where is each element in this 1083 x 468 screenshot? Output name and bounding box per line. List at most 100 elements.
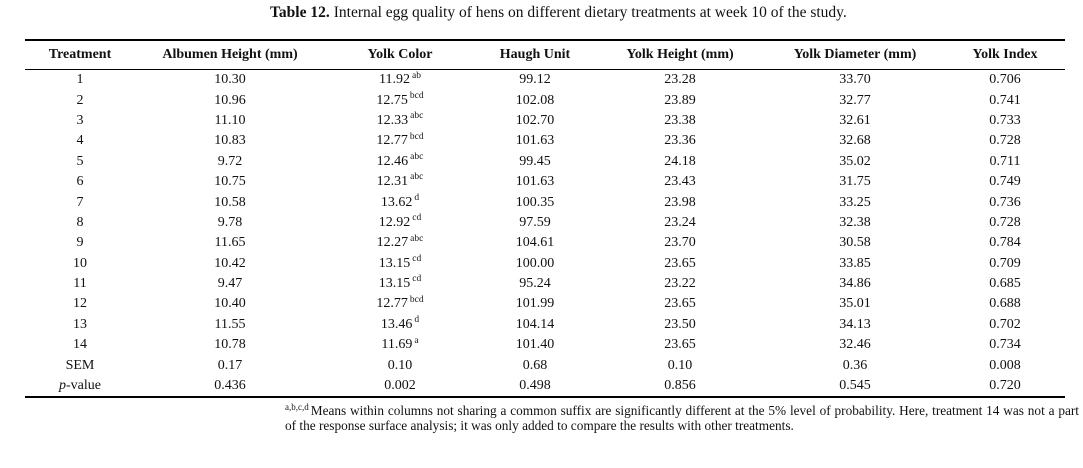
- cell-yolk-diameter: 35.02: [839, 153, 871, 169]
- column-header-albumen-height: Albumen Height (mm): [135, 40, 325, 70]
- cell-yolk-color: 11.92 ab: [379, 70, 421, 88]
- cell-albumen-height: 11.10: [214, 112, 246, 128]
- table-row: 2 10.96 12.75 bcd 102.08 23.89 32.77 0.741: [25, 90, 1065, 110]
- cell-yolk-height: 23.65: [664, 296, 696, 312]
- table-row: 7 10.58 13.62 d 100.35 23.98 33.25 0.736: [25, 192, 1065, 212]
- table-caption-text: Internal egg quality of hens on differen…: [333, 4, 847, 21]
- table-row: 4 10.83 12.77 bcd 101.63 23.36 32.68 0.728: [25, 131, 1065, 151]
- column-header-yolk-diameter: Yolk Diameter (mm): [765, 40, 945, 70]
- table-row: 8 9.78 12.92 cd 97.59 23.24 32.38 0.728: [25, 213, 1065, 233]
- cell-yolk-index: 0.749: [989, 174, 1021, 190]
- cell-albumen-height: 10.75: [214, 174, 246, 190]
- cell-yolk-height: 23.24: [664, 214, 696, 230]
- cell-yolk-color: 13.15 cd: [378, 254, 422, 271]
- cell-yolk-diameter: 31.75: [839, 174, 871, 190]
- table-row: 5 9.72 12.46 abc 99.45 24.18 35.02 0.711: [25, 152, 1065, 172]
- column-header-haugh-unit: Haugh Unit: [475, 40, 595, 70]
- cell-albumen-height: 10.30: [214, 72, 246, 88]
- table-caption: Table 12. Internal egg quality of hens on…: [270, 3, 847, 22]
- cell-yolk-index: 0.741: [989, 92, 1021, 108]
- cell-yolk-color: 13.15 cd: [378, 274, 422, 292]
- cell-albumen-height: 10.40: [214, 296, 246, 312]
- cell-yolk-color: 12.27 abc: [376, 233, 424, 251]
- cell-haugh-unit: 102.08: [515, 92, 555, 108]
- significance-superscript: bcd: [409, 90, 424, 101]
- significance-superscript: d: [414, 192, 420, 203]
- significance-superscript: bcd: [409, 131, 424, 142]
- cell-haugh-unit: 99.12: [519, 72, 551, 88]
- table-row: 14 10.78 11.69 a 101.40 23.65 32.46 0.734: [25, 335, 1065, 355]
- cell-albumen-height: 11.55: [214, 316, 246, 332]
- cell-haugh-unit: 97.59: [519, 214, 551, 230]
- significance-superscript: abc: [410, 233, 424, 244]
- cell-albumen-height: 10.42: [214, 255, 246, 271]
- table-footnote: a,b,c,d Means within columns not sharing …: [285, 402, 1079, 434]
- cell-yolk-height: 0.856: [664, 378, 696, 394]
- cell-yolk-index: 0.688: [989, 296, 1021, 312]
- cell-yolk-diameter: 32.46: [839, 337, 871, 353]
- cell-haugh-unit: 0.68: [522, 357, 548, 373]
- cell-yolk-color: 13.46 d: [380, 315, 420, 332]
- significance-superscript: a: [414, 335, 419, 346]
- cell-yolk-index: 0.702: [989, 316, 1021, 332]
- cell-treatment: 8: [76, 214, 84, 230]
- cell-yolk-color: 12.77 bcd: [376, 131, 424, 149]
- cell-yolk-index: 0.728: [989, 133, 1021, 149]
- cell-treatment: 13: [73, 316, 87, 332]
- cell-yolk-diameter: 35.01: [839, 296, 871, 312]
- table-row: 3 11.10 12.33 abc 102.70 23.38 32.61 0.733: [25, 111, 1065, 131]
- cell-haugh-unit: 95.24: [519, 276, 551, 292]
- cell-yolk-color: 12.46 abc: [376, 152, 424, 169]
- cell-haugh-unit: 0.498: [519, 378, 551, 394]
- cell-yolk-height: 23.36: [664, 133, 696, 149]
- footnote-text: Means within columns not sharing a commo…: [285, 403, 1079, 434]
- cell-albumen-height: 0.17: [217, 357, 243, 373]
- cell-treatment: 14: [73, 337, 87, 353]
- header-row: Treatment Albumen Height (mm) Yolk Color…: [25, 40, 1065, 70]
- significance-superscript: cd: [412, 274, 422, 285]
- cell-yolk-color: 12.33 abc: [376, 111, 424, 128]
- cell-treatment: 1: [76, 72, 84, 88]
- cell-yolk-height: 23.89: [664, 92, 696, 108]
- cell-treatment: 6: [76, 174, 84, 190]
- cell-treatment: 10: [73, 255, 87, 271]
- cell-yolk-index: 0.711: [989, 153, 1021, 169]
- cell-yolk-index: 0.720: [989, 378, 1021, 394]
- cell-yolk-index: 0.706: [989, 72, 1021, 88]
- cell-haugh-unit: 102.70: [515, 112, 555, 128]
- significance-superscript: ab: [412, 70, 421, 81]
- table-row: SEM 0.17 0.10 0.68 0.10 0.36 0.008: [25, 355, 1065, 375]
- cell-yolk-height: 23.38: [664, 112, 696, 128]
- cell-yolk-index: 0.784: [989, 235, 1021, 251]
- table-row: 13 11.55 13.46 d 104.14 23.50 34.13 0.702: [25, 315, 1065, 335]
- cell-treatment: 11: [73, 276, 87, 292]
- cell-yolk-diameter: 34.13: [839, 316, 871, 332]
- table-row: 12 10.40 12.77 bcd 101.99 23.65 35.01 0.688: [25, 294, 1065, 314]
- column-header-yolk-index: Yolk Index: [945, 40, 1065, 70]
- cell-haugh-unit: 101.63: [515, 133, 555, 149]
- column-header-treatment: Treatment: [25, 40, 135, 70]
- significance-superscript: bcd: [409, 294, 424, 305]
- table-row: 6 10.75 12.31 abc 101.63 23.43 31.75 0.749: [25, 172, 1065, 192]
- cell-yolk-index: 0.736: [989, 194, 1021, 210]
- significance-superscript: abc: [410, 152, 424, 163]
- cell-yolk-height: 23.50: [664, 316, 696, 332]
- cell-yolk-diameter: 34.86: [839, 276, 871, 292]
- cell-treatment: 9: [76, 235, 84, 251]
- significance-superscript: cd: [412, 213, 422, 224]
- cell-yolk-color: 12.31 abc: [376, 172, 424, 190]
- cell-haugh-unit: 101.99: [515, 296, 555, 312]
- table-row: 1 10.30 11.92 ab 99.12 23.28 33.70 0.706: [25, 70, 1065, 91]
- column-header-yolk-height: Yolk Height (mm): [595, 40, 765, 70]
- cell-yolk-height: 23.22: [664, 276, 696, 292]
- significance-superscript: abc: [410, 111, 424, 122]
- cell-treatment: SEM: [65, 357, 95, 373]
- cell-yolk-color: 12.92 cd: [378, 213, 422, 230]
- significance-superscript: cd: [412, 254, 422, 265]
- cell-treatment: 4: [76, 133, 84, 149]
- cell-yolk-height: 23.65: [664, 337, 696, 353]
- table-caption-label: Table 12.: [270, 4, 330, 21]
- cell-yolk-index: 0.728: [989, 214, 1021, 230]
- cell-yolk-index: 0.709: [989, 255, 1021, 271]
- cell-albumen-height: 9.47: [217, 276, 243, 292]
